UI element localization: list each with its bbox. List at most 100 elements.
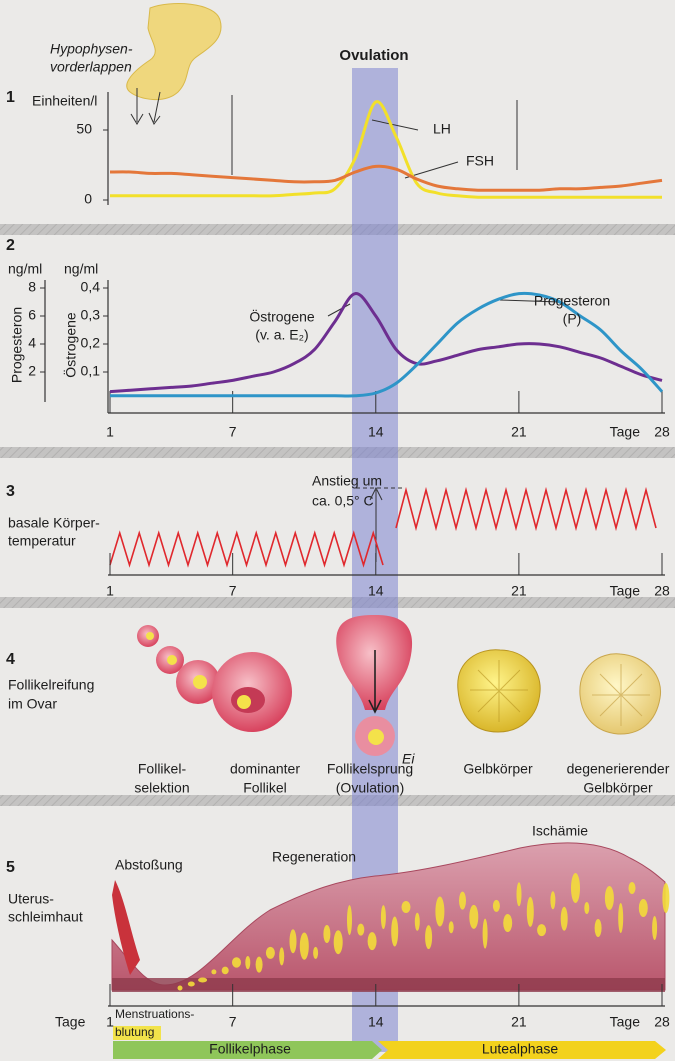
gland	[469, 905, 478, 929]
gland	[503, 914, 512, 932]
y2-unit: ng/ml	[64, 261, 98, 277]
x-tick-label: 28	[654, 583, 670, 599]
gland	[357, 924, 364, 936]
gland	[561, 907, 568, 931]
phase-label: Follikelphase	[209, 1041, 291, 1057]
gland	[459, 892, 466, 910]
gland	[256, 957, 263, 973]
gland	[347, 905, 352, 935]
series-label: Progesteron	[534, 293, 610, 309]
y-tick-label: 8	[28, 279, 36, 295]
gland	[300, 932, 309, 959]
separator	[0, 447, 675, 458]
x-tick-label: 1	[106, 583, 114, 599]
y-unit: ng/ml	[8, 261, 42, 277]
gland	[550, 891, 555, 909]
y-axis-label: Einheiten/l	[32, 93, 97, 109]
separator	[0, 224, 675, 235]
panel-label: Uterus-	[8, 891, 54, 907]
gland	[232, 957, 241, 967]
x-tick-label: 7	[229, 583, 237, 599]
x-axis-label: Tage	[610, 583, 641, 599]
gland	[584, 902, 589, 914]
y2-tick-label: 0,3	[81, 307, 101, 323]
follicle-illustrations	[137, 615, 661, 756]
stage-label: selektion	[134, 780, 189, 796]
gland	[415, 913, 420, 931]
pituitary-label: vorderlappen	[50, 59, 132, 75]
annotation: Regeneration	[272, 849, 356, 865]
series-label: LH	[433, 121, 451, 137]
x-axis-label: Tage	[610, 424, 641, 440]
phase-label: Lutealphase	[482, 1041, 559, 1057]
gland	[279, 947, 284, 965]
gland	[402, 901, 411, 913]
x-tick-label: 14	[368, 424, 384, 440]
phase-label: Menstruations-	[115, 1007, 194, 1021]
gland	[391, 917, 398, 947]
x-tick-label: 14	[368, 1014, 384, 1030]
x-tick-label: 21	[511, 424, 527, 440]
gland	[493, 900, 500, 912]
panel-label: temperatur	[8, 533, 76, 549]
gland	[449, 921, 454, 933]
gland	[629, 882, 636, 894]
panel-number: 2	[6, 237, 15, 254]
x-tick-label: 21	[511, 1014, 527, 1030]
panel-number: 3	[6, 483, 15, 500]
y-tick-label: 0	[84, 191, 92, 207]
cycle-figure: Ovulation Hypophysen- vorderlappen 1 2 3…	[0, 0, 675, 1061]
stage-label: Gelbkörper	[463, 761, 533, 777]
y-tick-label: 4	[28, 335, 36, 351]
annotation: Abstoßung	[115, 857, 183, 873]
series-label: Östrogene	[249, 308, 315, 325]
stage-label: dominanter	[230, 761, 300, 777]
gland	[517, 882, 522, 906]
gland	[222, 967, 229, 975]
x-tick-label: 28	[654, 424, 670, 440]
separator	[0, 795, 675, 806]
series-label: FSH	[466, 153, 494, 169]
annotation: Ischämie	[532, 823, 588, 839]
separator	[0, 597, 675, 608]
gland	[198, 978, 207, 983]
stage-label: Follikel-	[138, 761, 187, 777]
gland	[290, 929, 297, 953]
y2-axis-label: Östrogene	[62, 312, 79, 378]
gland	[483, 919, 488, 949]
gland	[178, 986, 183, 991]
x-tick-label: 1	[106, 1014, 114, 1030]
stage-label: Gelbkörper	[583, 780, 653, 796]
series-annotation: (v. a. E₂)	[255, 327, 308, 343]
annotation: Anstieg um	[312, 473, 382, 489]
y-tick-label: 6	[28, 307, 36, 323]
stage-label: Follikelsprung	[327, 761, 413, 777]
y-tick-label: 2	[28, 363, 36, 379]
panel-number: 5	[6, 859, 15, 876]
phase-label: blutung	[115, 1025, 154, 1039]
gland	[595, 919, 602, 937]
gland	[425, 925, 432, 949]
gland	[662, 883, 669, 913]
y-axis-label: Progesteron	[9, 307, 25, 383]
gland	[537, 924, 546, 936]
gland	[313, 947, 318, 959]
x-axis-label: Tage	[610, 1014, 641, 1030]
panel-label: im Ovar	[8, 696, 57, 712]
gland	[211, 969, 216, 974]
pituitary-illustration	[127, 4, 221, 100]
gland	[652, 916, 657, 940]
gland	[368, 932, 377, 950]
panel-label: basale Körper-	[8, 515, 100, 531]
series-annotation: (P)	[563, 311, 582, 327]
panel-label: schleimhaut	[8, 909, 83, 925]
x-tick-label: 7	[229, 1014, 237, 1030]
x-tick-label: 7	[229, 424, 237, 440]
gland	[527, 897, 534, 927]
y2-tick-label: 0,4	[81, 279, 101, 295]
gland	[435, 897, 444, 927]
panel-number: 4	[6, 651, 15, 668]
gland	[605, 886, 614, 910]
gland	[334, 930, 343, 954]
gland	[323, 925, 330, 943]
